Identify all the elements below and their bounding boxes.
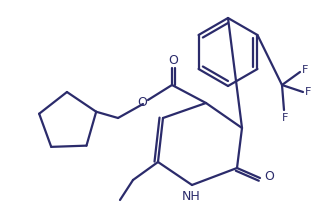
- Text: O: O: [264, 171, 274, 184]
- Text: F: F: [302, 65, 308, 75]
- Text: F: F: [282, 113, 288, 123]
- Text: F: F: [305, 87, 311, 97]
- Text: NH: NH: [182, 190, 200, 204]
- Text: O: O: [168, 54, 178, 68]
- Text: O: O: [137, 95, 147, 109]
